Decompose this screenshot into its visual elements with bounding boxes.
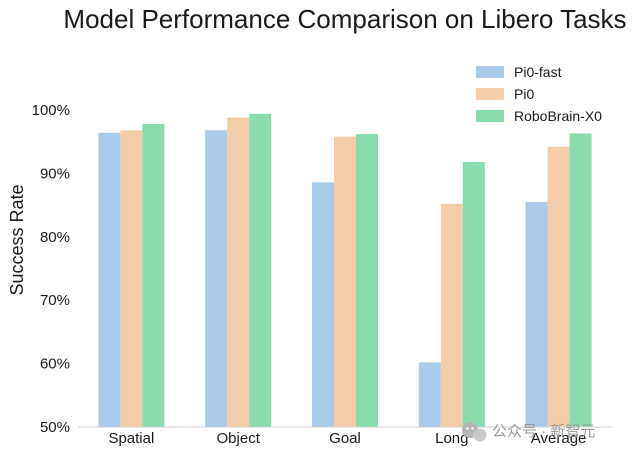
legend: Pi0-fast Pi0 RoboBrain-X0 [476,64,602,124]
bar-pi0-fast-average [525,201,548,427]
bar-pi0-fast-goal [312,182,334,427]
legend-swatch [476,110,504,122]
bar-pi0-goal [334,136,356,428]
bar-pi0-spatial [120,130,143,427]
bars [98,113,592,428]
bar-pi0-fast-spatial [98,132,121,427]
bar-pi0-fast-object [205,130,228,427]
y-tick-label: 100% [32,102,70,119]
y-tick-label: 50% [40,419,70,436]
bar-robobrain-x0-spatial [142,123,165,427]
y-tick-label: 90% [40,165,70,182]
bar-pi0-long [440,203,463,427]
bar-robobrain-x0-object [249,113,272,427]
watermark-text: 公众号 · 新智元 [492,422,595,440]
legend-label: RoboBrain-X0 [514,108,602,124]
x-tick-label: Average [531,430,587,447]
x-tick-label: Spatial [108,430,154,447]
wechat-icon [462,422,487,442]
bar-robobrain-x0-long [462,161,485,427]
bar-pi0-fast-long [418,362,441,427]
y-axis: 50% 60% 70% 80% 90% 100% [32,102,70,436]
watermark: 公众号 · 新智元 [462,422,595,442]
x-axis: Spatial Object Goal Long Average [108,430,586,447]
y-tick-label: 80% [40,229,70,246]
bar-pi0-object [227,117,250,427]
bar-robobrain-x0-average [569,133,592,427]
y-tick-label: 70% [40,292,70,309]
y-tick-label: 60% [40,356,70,373]
x-tick-label: Goal [329,430,361,447]
bar-pi0-average [547,146,570,427]
legend-swatch [476,88,504,100]
chart-title: Model Performance Comparison on Libero T… [63,4,626,34]
bar-robobrain-x0-goal [356,134,378,428]
legend-label: Pi0 [514,86,534,102]
y-axis-label: Success Rate [7,184,27,295]
legend-swatch [476,66,504,78]
x-tick-label: Object [217,430,261,447]
legend-label: Pi0-fast [514,64,562,80]
x-tick-label: Long [435,430,468,447]
